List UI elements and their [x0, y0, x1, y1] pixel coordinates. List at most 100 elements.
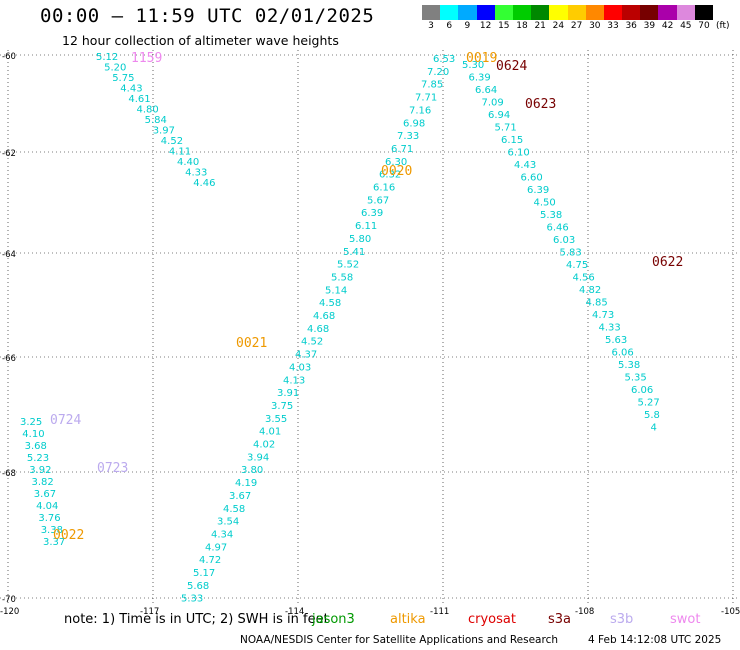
wave-height-reading: 3.91 [277, 388, 299, 399]
legend-swatch [622, 5, 641, 20]
wave-height-reading: 4.46 [193, 178, 215, 189]
legend-swatch [531, 5, 550, 20]
legend-label: 12 [479, 21, 492, 31]
legend-label: 15 [498, 21, 510, 31]
color-legend-labels: 3 6 9 12 15 18 21 24 27 30 33 36 39 42 45 70 [422, 21, 740, 35]
latitude-tick-label: -60 [2, 52, 16, 62]
wave-height-reading: 7.71 [415, 93, 437, 104]
wave-height-reading: 5.63 [605, 335, 627, 346]
legend-label: 21 [534, 21, 546, 31]
legend-swatch [549, 5, 568, 20]
wave-height-reading: 4.85 [586, 298, 608, 309]
wave-height-reading: 4.73 [592, 310, 614, 321]
satellite-pass-time: 0019 [466, 51, 497, 66]
wave-height-reading: 5.33 [181, 594, 203, 605]
satellite-name-cryosat: cryosat [468, 612, 516, 627]
wave-height-reading: 3.92 [29, 465, 51, 476]
wave-height-reading: 3.55 [265, 414, 287, 425]
satellite-pass-time: 1159 [131, 51, 162, 66]
longitude-tick-label: -111 [430, 607, 449, 617]
satellite-pass-time: 0723 [97, 461, 128, 476]
wave-height-reading: 5.67 [367, 195, 389, 206]
legend-label: 18 [516, 21, 528, 31]
wave-height-reading: 6.06 [612, 348, 634, 359]
satellite-pass-time: 0623 [525, 97, 556, 112]
legend-swatch [640, 5, 659, 20]
wave-height-reading: 4.33 [599, 323, 621, 334]
wave-height-reading: 4.72 [199, 555, 221, 566]
satellite-name-altika: altika [390, 612, 426, 627]
wave-height-reading: 3.82 [32, 477, 54, 488]
wave-height-reading: 4.82 [579, 285, 601, 296]
wave-height-reading: 5.84 [145, 115, 167, 126]
wave-height-reading: 4.34 [211, 530, 233, 541]
satellite-pass-time: 0020 [381, 164, 412, 179]
satellite-pass-time: 0022 [53, 528, 84, 543]
wave-height-reading: 3.67 [229, 491, 251, 502]
longitude-tick-label: -114 [285, 607, 304, 617]
wave-height-reading: 4.04 [36, 501, 58, 512]
latitude-tick-label: -66 [2, 354, 16, 364]
longitude-tick-label: -117 [140, 607, 159, 617]
wave-height-reading: 4.58 [223, 504, 245, 515]
wave-height-reading: 4.80 [137, 105, 159, 116]
satellite-name-s3a: s3a [548, 612, 572, 627]
map-grid [0, 50, 740, 604]
wave-height-reading: 4.03 [289, 362, 311, 373]
wave-height-reading: 6.39 [527, 185, 549, 196]
page-subtitle: 12 hour collection of altimeter wave hei… [62, 33, 339, 48]
legend-label: 42 [661, 21, 674, 31]
wave-height-reading: 7.16 [409, 105, 431, 116]
wave-height-reading: 6.11 [355, 221, 377, 232]
wave-height-reading: 5.41 [343, 247, 365, 258]
wave-height-reading: 4.13 [283, 375, 305, 386]
wave-height-reading: 4.97 [205, 542, 227, 553]
satellite-pass-time: 0021 [236, 336, 267, 351]
wave-height-reading: 5.8 [644, 410, 660, 421]
legend-label: 27 [570, 21, 583, 31]
legend-label: 9 [464, 21, 471, 31]
wave-height-reading: 5.68 [187, 581, 209, 592]
wave-height-reading: 4.33 [185, 168, 207, 179]
wave-height-reading: 5.52 [337, 260, 359, 271]
wave-height-reading: 4 [651, 423, 657, 434]
wave-height-reading: 3.94 [247, 452, 269, 463]
wave-height-reading: 4.43 [120, 84, 142, 95]
legend-swatch [658, 5, 677, 20]
satellite-name-s3b: s3b [610, 612, 634, 627]
latitude-tick-label: -68 [2, 469, 16, 479]
wave-height-reading: 3.38 [41, 525, 63, 536]
wave-height-reading: 4.11 [169, 147, 191, 158]
wave-height-reading: 5.30 [462, 60, 484, 71]
wave-height-reading: 5.12 [96, 52, 118, 63]
legend-swatch [458, 5, 477, 20]
wave-height-reading: 4.52 [161, 136, 183, 147]
legend-unit: (ft) [716, 21, 730, 31]
wave-height-reading: 4.02 [253, 440, 275, 451]
satellite-pass-time: 0622 [652, 255, 683, 270]
latitude-tick-label: -70 [2, 595, 16, 605]
wave-height-reading: 4.58 [319, 298, 341, 309]
wave-height-reading: 4.40 [177, 157, 199, 168]
color-legend [422, 5, 713, 20]
axis-tick-labels: -120 -117 -114 -111 -108 -105 -60 -62 -64 -66 -68 -… [0, 52, 740, 617]
wave-height-reading: 7.85 [421, 80, 443, 91]
satellite-tracks: 5.125.205.754.434.614.805.843.974.524.11… [20, 52, 660, 605]
legend-swatch [494, 5, 513, 20]
wave-height-reading: 4.37 [295, 350, 317, 361]
wave-height-reading: 5.20 [104, 63, 126, 74]
legend-label: 6 [446, 21, 453, 31]
wave-height-reading: 5.71 [495, 123, 517, 134]
legend-label: 3 [428, 21, 434, 31]
wave-height-reading: 3.97 [153, 126, 175, 137]
wave-height-reading: 3.67 [34, 489, 56, 500]
legend-swatch [567, 5, 586, 20]
wave-height-reading: 6.39 [469, 73, 491, 84]
latitude-tick-label: -62 [2, 149, 16, 159]
note-row: note: 1) Time is in UTC; 2) SWH is in fe… [0, 610, 740, 630]
wave-height-reading: 5.35 [625, 373, 647, 384]
wave-height-reading: 6.03 [553, 235, 575, 246]
satellite-pass-time: 0624 [496, 59, 527, 74]
legend-label: 39 [643, 21, 656, 31]
wave-height-reading: 3.37 [43, 537, 65, 548]
